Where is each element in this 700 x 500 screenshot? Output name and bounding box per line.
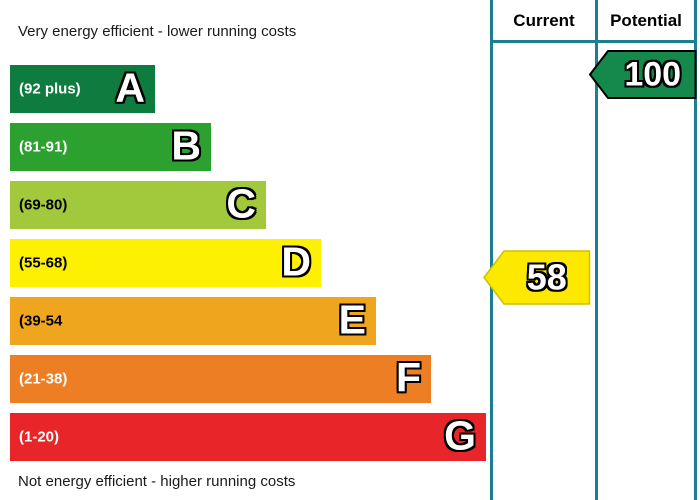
- potential-arrow-shape: [589, 50, 697, 99]
- band-range: (92 plus): [19, 80, 81, 98]
- band-row-c: (69-80) C: [10, 181, 266, 229]
- band-row-b: (81-91) B: [10, 123, 211, 171]
- band-range: (21-38): [19, 370, 68, 388]
- band-letter: B: [171, 122, 201, 169]
- band-range: (39-54: [19, 312, 63, 330]
- band-row-f: (21-38) F: [10, 355, 431, 403]
- current-rating-value: 58: [526, 255, 567, 297]
- current-rating-arrow-icon: 58: [483, 250, 591, 305]
- band-letter: G: [444, 412, 476, 459]
- band-range: (1-20): [19, 428, 60, 446]
- band-range: (81-91): [19, 138, 68, 156]
- band-row-g: (1-20) G: [10, 413, 486, 461]
- band-row-d: (55-68) D: [10, 239, 321, 287]
- band-letter: F: [395, 354, 421, 401]
- current-column-header: Current: [513, 11, 575, 30]
- band-letter: C: [226, 180, 256, 227]
- band-range: (55-68): [19, 254, 68, 272]
- bottom-caption: Not energy efficient - higher running co…: [18, 473, 296, 490]
- potential-rating-arrow-icon: 100: [589, 50, 697, 99]
- band-letter: D: [281, 238, 311, 285]
- potential-rating-value: 100: [624, 54, 682, 93]
- potential-column-header: Potential: [610, 11, 682, 30]
- band-row-a: (92 plus) A: [10, 65, 155, 113]
- band-row-e: (39-54 E: [10, 297, 376, 345]
- header-underline: [490, 40, 697, 43]
- band-letter: A: [115, 64, 145, 111]
- band-letter: E: [338, 296, 366, 343]
- current-arrow-shape: [483, 250, 591, 305]
- top-caption: Very energy efficient - lower running co…: [18, 23, 297, 40]
- divider-right-edge: [694, 0, 697, 500]
- divider-left-of-current: [490, 0, 493, 500]
- band-range: (69-80): [19, 196, 68, 214]
- divider-left-of-potential: [595, 0, 598, 500]
